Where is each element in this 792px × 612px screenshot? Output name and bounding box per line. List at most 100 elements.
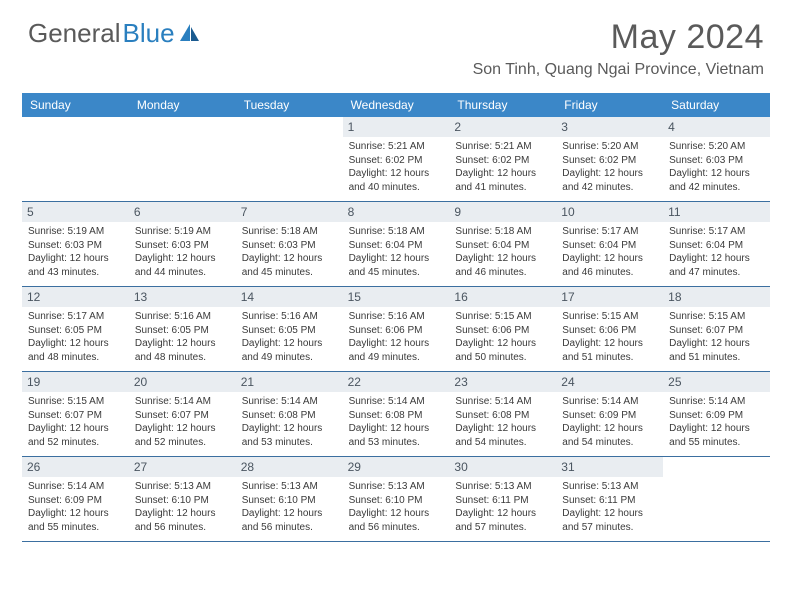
day-cell: 28 Sunrise: 5:13 AMSunset: 6:10 PMDayligh… [236, 457, 343, 541]
month-title: May 2024 [473, 18, 764, 57]
day-cell: 10Sunrise: 5:17 AMSunset: 6:04 PMDayligh… [556, 202, 663, 286]
day-number: 26 [22, 457, 129, 477]
week-row: 26 Sunrise: 5:14 AMSunset: 6:09 PMDayligh… [22, 457, 770, 542]
day-cell: 4Sunrise: 5:20 AMSunset: 6:03 PMDaylight… [663, 117, 770, 201]
day-number: 16 [449, 287, 556, 307]
day-cell: 1Sunrise: 5:21 AMSunset: 6:02 PMDaylight… [343, 117, 450, 201]
day-cell: 13 Sunrise: 5:16 AMSunset: 6:05 PMDayligh… [129, 287, 236, 371]
day-number: 18 [663, 287, 770, 307]
day-number: 10 [556, 202, 663, 222]
day-cell: 19 Sunrise: 5:15 AMSunset: 6:07 PMDayligh… [22, 372, 129, 456]
day-number: 20 [129, 372, 236, 392]
day-number: 19 [22, 372, 129, 392]
day-cell: 27 Sunrise: 5:13 AMSunset: 6:10 PMDayligh… [129, 457, 236, 541]
day-cell: 3 Sunrise: 5:20 AMSunset: 6:02 PMDaylight… [556, 117, 663, 201]
day-info: Sunrise: 5:16 AMSunset: 6:05 PMDaylight:… [135, 310, 232, 364]
day-info: Sunrise: 5:21 AMSunset: 6:02 PMDaylight:… [455, 140, 552, 194]
week-row: 1Sunrise: 5:21 AMSunset: 6:02 PMDaylight… [22, 117, 770, 202]
week-row: 5 Sunrise: 5:19 AMSunset: 6:03 PMDaylight… [22, 202, 770, 287]
logo-text-general: General [28, 18, 121, 49]
day-info: Sunrise: 5:13 AMSunset: 6:10 PMDaylight:… [349, 480, 446, 534]
day-info: Sunrise: 5:13 AMSunset: 6:10 PMDaylight:… [242, 480, 339, 534]
day-info: Sunrise: 5:20 AMSunset: 6:03 PMDaylight:… [669, 140, 766, 194]
day-cell: 7 Sunrise: 5:18 AMSunset: 6:03 PMDaylight… [236, 202, 343, 286]
day-cell: 30 Sunrise: 5:13 AMSunset: 6:11 PMDayligh… [449, 457, 556, 541]
day-info: Sunrise: 5:13 AMSunset: 6:11 PMDaylight:… [455, 480, 552, 534]
day-info: Sunrise: 5:15 AMSunset: 6:07 PMDaylight:… [28, 395, 125, 449]
day-cell [22, 117, 129, 201]
day-number: 24 [556, 372, 663, 392]
day-number: 23 [449, 372, 556, 392]
day-number: 21 [236, 372, 343, 392]
day-cell: 11Sunrise: 5:17 AMSunset: 6:04 PMDayligh… [663, 202, 770, 286]
day-number: 7 [236, 202, 343, 222]
day-cell: 5 Sunrise: 5:19 AMSunset: 6:03 PMDaylight… [22, 202, 129, 286]
day-number: 2 [449, 117, 556, 137]
day-info: Sunrise: 5:20 AMSunset: 6:02 PMDaylight:… [562, 140, 659, 194]
day-info: Sunrise: 5:14 AMSunset: 6:08 PMDaylight:… [242, 395, 339, 449]
day-number: 22 [343, 372, 450, 392]
logo-text-blue: Blue [123, 18, 175, 49]
day-info: Sunrise: 5:15 AMSunset: 6:07 PMDaylight:… [669, 310, 766, 364]
day-info: Sunrise: 5:14 AMSunset: 6:08 PMDaylight:… [455, 395, 552, 449]
day-number: 3 [556, 117, 663, 137]
calendar: SundayMondayTuesdayWednesdayThursdayFrid… [22, 93, 770, 542]
weekday-friday: Friday [556, 93, 663, 117]
day-info: Sunrise: 5:18 AMSunset: 6:04 PMDaylight:… [349, 225, 446, 279]
day-info: Sunrise: 5:14 AMSunset: 6:09 PMDaylight:… [28, 480, 125, 534]
title-block: May 2024 Son Tinh, Quang Ngai Province, … [473, 18, 764, 79]
day-number: 13 [129, 287, 236, 307]
weekday-thursday: Thursday [449, 93, 556, 117]
day-cell: 17 Sunrise: 5:15 AMSunset: 6:06 PMDayligh… [556, 287, 663, 371]
day-cell: 16 Sunrise: 5:15 AMSunset: 6:06 PMDayligh… [449, 287, 556, 371]
day-number: 27 [129, 457, 236, 477]
day-cell [129, 117, 236, 201]
weekday-tuesday: Tuesday [236, 93, 343, 117]
day-number: 11 [663, 202, 770, 222]
week-row: 12 Sunrise: 5:17 AMSunset: 6:05 PMDayligh… [22, 287, 770, 372]
header: GeneralBlue May 2024 Son Tinh, Quang Nga… [0, 0, 792, 85]
day-number: 25 [663, 372, 770, 392]
day-cell: 2 Sunrise: 5:21 AMSunset: 6:02 PMDaylight… [449, 117, 556, 201]
day-cell: 12 Sunrise: 5:17 AMSunset: 6:05 PMDayligh… [22, 287, 129, 371]
day-number: 6 [129, 202, 236, 222]
day-info: Sunrise: 5:19 AMSunset: 6:03 PMDaylight:… [28, 225, 125, 279]
day-number: 28 [236, 457, 343, 477]
day-cell: 26 Sunrise: 5:14 AMSunset: 6:09 PMDayligh… [22, 457, 129, 541]
day-cell: 29Sunrise: 5:13 AMSunset: 6:10 PMDayligh… [343, 457, 450, 541]
day-info: Sunrise: 5:18 AMSunset: 6:03 PMDaylight:… [242, 225, 339, 279]
day-cell [236, 117, 343, 201]
day-info: Sunrise: 5:14 AMSunset: 6:09 PMDaylight:… [669, 395, 766, 449]
day-number: 17 [556, 287, 663, 307]
day-cell: 20 Sunrise: 5:14 AMSunset: 6:07 PMDayligh… [129, 372, 236, 456]
day-cell: 8 Sunrise: 5:18 AMSunset: 6:04 PMDaylight… [343, 202, 450, 286]
day-cell: 21 Sunrise: 5:14 AMSunset: 6:08 PMDayligh… [236, 372, 343, 456]
day-info: Sunrise: 5:13 AMSunset: 6:11 PMDaylight:… [562, 480, 659, 534]
day-number: 31 [556, 457, 663, 477]
day-info: Sunrise: 5:13 AMSunset: 6:10 PMDaylight:… [135, 480, 232, 534]
day-info: Sunrise: 5:15 AMSunset: 6:06 PMDaylight:… [562, 310, 659, 364]
day-cell: 15Sunrise: 5:16 AMSunset: 6:06 PMDayligh… [343, 287, 450, 371]
day-info: Sunrise: 5:17 AMSunset: 6:05 PMDaylight:… [28, 310, 125, 364]
day-cell: 25 Sunrise: 5:14 AMSunset: 6:09 PMDayligh… [663, 372, 770, 456]
day-info: Sunrise: 5:18 AMSunset: 6:04 PMDaylight:… [455, 225, 552, 279]
day-cell: 6Sunrise: 5:19 AMSunset: 6:03 PMDaylight… [129, 202, 236, 286]
day-number: 5 [22, 202, 129, 222]
weekday-saturday: Saturday [663, 93, 770, 117]
day-info: Sunrise: 5:14 AMSunset: 6:08 PMDaylight:… [349, 395, 446, 449]
day-number: 12 [22, 287, 129, 307]
day-number: 30 [449, 457, 556, 477]
logo-sail-icon [179, 23, 201, 43]
day-info: Sunrise: 5:14 AMSunset: 6:07 PMDaylight:… [135, 395, 232, 449]
day-cell [663, 457, 770, 541]
day-info: Sunrise: 5:14 AMSunset: 6:09 PMDaylight:… [562, 395, 659, 449]
day-number: 14 [236, 287, 343, 307]
day-info: Sunrise: 5:15 AMSunset: 6:06 PMDaylight:… [455, 310, 552, 364]
weekday-monday: Monday [129, 93, 236, 117]
day-number: 8 [343, 202, 450, 222]
weekday-sunday: Sunday [22, 93, 129, 117]
week-row: 19 Sunrise: 5:15 AMSunset: 6:07 PMDayligh… [22, 372, 770, 457]
day-number: 15 [343, 287, 450, 307]
day-cell: 23 Sunrise: 5:14 AMSunset: 6:08 PMDayligh… [449, 372, 556, 456]
day-info: Sunrise: 5:16 AMSunset: 6:05 PMDaylight:… [242, 310, 339, 364]
